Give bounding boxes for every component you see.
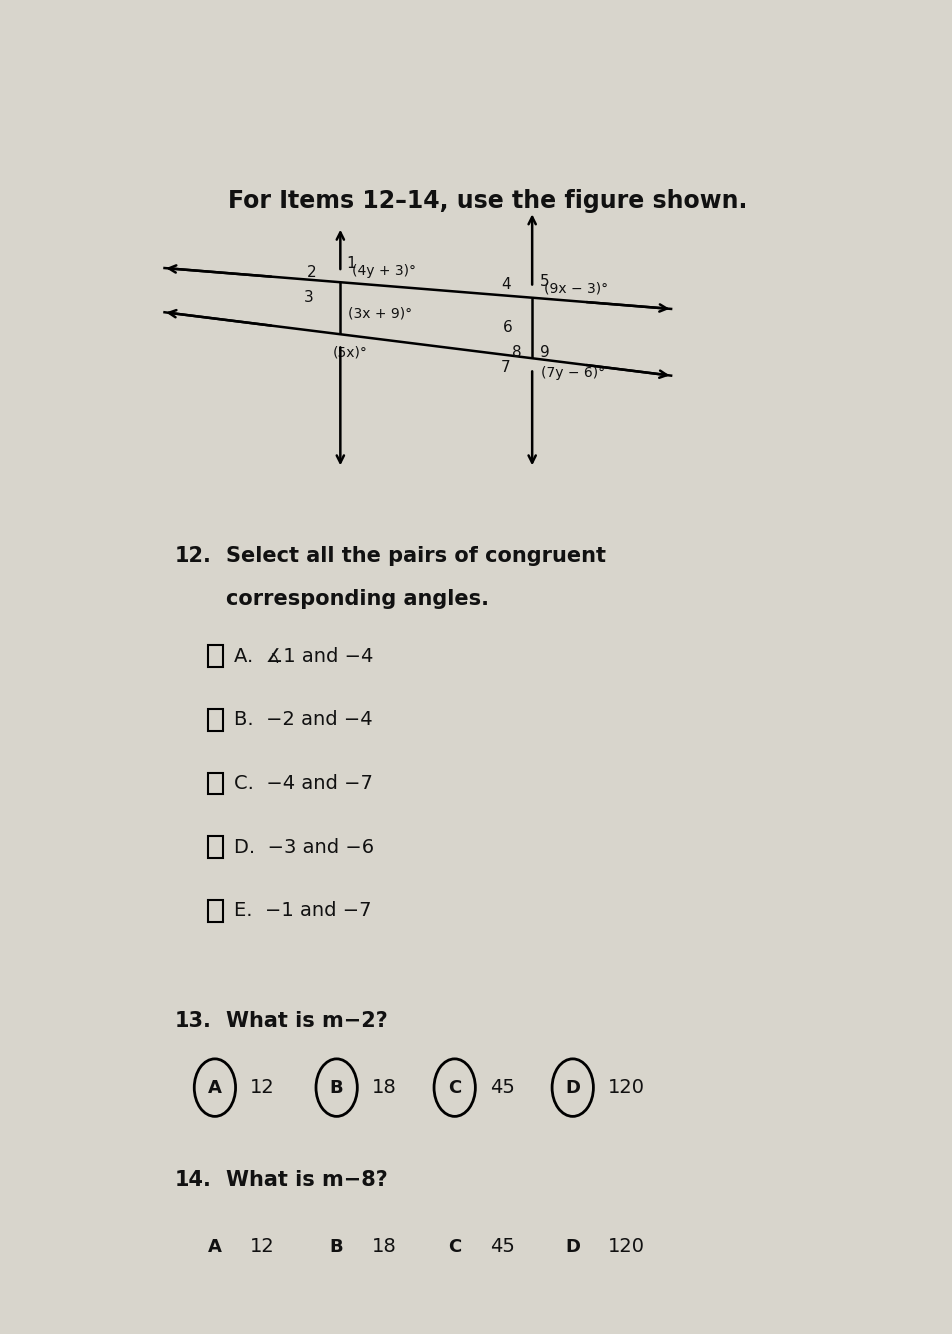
Text: C: C (448, 1079, 462, 1097)
Text: 2: 2 (307, 265, 317, 280)
Bar (208, 772, 223, 794)
Text: (3x + 9)°: (3x + 9)° (347, 307, 412, 320)
Bar (208, 646, 223, 667)
Text: B: B (329, 1079, 344, 1097)
Text: D.  −3 and −6: D. −3 and −6 (234, 838, 374, 856)
Text: corresponding angles.: corresponding angles. (226, 588, 489, 608)
Text: (7y − 6)°: (7y − 6)° (541, 366, 605, 380)
Text: 7: 7 (501, 360, 511, 375)
Text: A: A (208, 1079, 222, 1097)
Text: For Items 12–14, use the figure shown.: For Items 12–14, use the figure shown. (228, 189, 747, 213)
Text: D: D (565, 1079, 581, 1097)
Text: 18: 18 (372, 1238, 397, 1257)
Text: E.  −1 and −7: E. −1 and −7 (234, 902, 371, 920)
Bar (208, 900, 223, 922)
Text: A: A (208, 1238, 222, 1255)
Text: 120: 120 (608, 1078, 645, 1097)
Text: 6: 6 (503, 320, 512, 335)
Text: (4y + 3)°: (4y + 3)° (352, 264, 416, 277)
Text: 45: 45 (490, 1238, 515, 1257)
Text: 120: 120 (608, 1238, 645, 1257)
Text: A.  ∡1 and −4: A. ∡1 and −4 (234, 647, 373, 666)
Text: 1: 1 (347, 256, 356, 271)
Text: 18: 18 (372, 1078, 397, 1097)
Text: B.  −2 and −4: B. −2 and −4 (234, 711, 373, 730)
Text: 9: 9 (540, 346, 549, 360)
Text: What is m−2?: What is m−2? (226, 1011, 387, 1031)
Text: 12: 12 (250, 1078, 275, 1097)
Text: 4: 4 (501, 277, 511, 292)
Text: 12: 12 (250, 1238, 275, 1257)
Text: 5: 5 (540, 273, 549, 288)
Text: (9x − 3)°: (9x − 3)° (544, 281, 608, 295)
Text: Select all the pairs of congruent: Select all the pairs of congruent (226, 546, 606, 566)
Bar (208, 710, 223, 731)
Text: (5x)°: (5x)° (333, 346, 367, 360)
Text: D: D (565, 1238, 581, 1255)
Text: 45: 45 (490, 1078, 515, 1097)
Text: B: B (329, 1238, 344, 1255)
Bar (208, 836, 223, 858)
Text: 13.: 13. (174, 1011, 211, 1031)
Text: 14.: 14. (174, 1170, 211, 1190)
Text: 12.: 12. (174, 546, 211, 566)
Text: 8: 8 (511, 346, 521, 360)
Text: C: C (448, 1238, 462, 1255)
Text: 3: 3 (304, 289, 313, 304)
Text: C.  −4 and −7: C. −4 and −7 (234, 774, 373, 794)
Text: What is m−8?: What is m−8? (226, 1170, 387, 1190)
